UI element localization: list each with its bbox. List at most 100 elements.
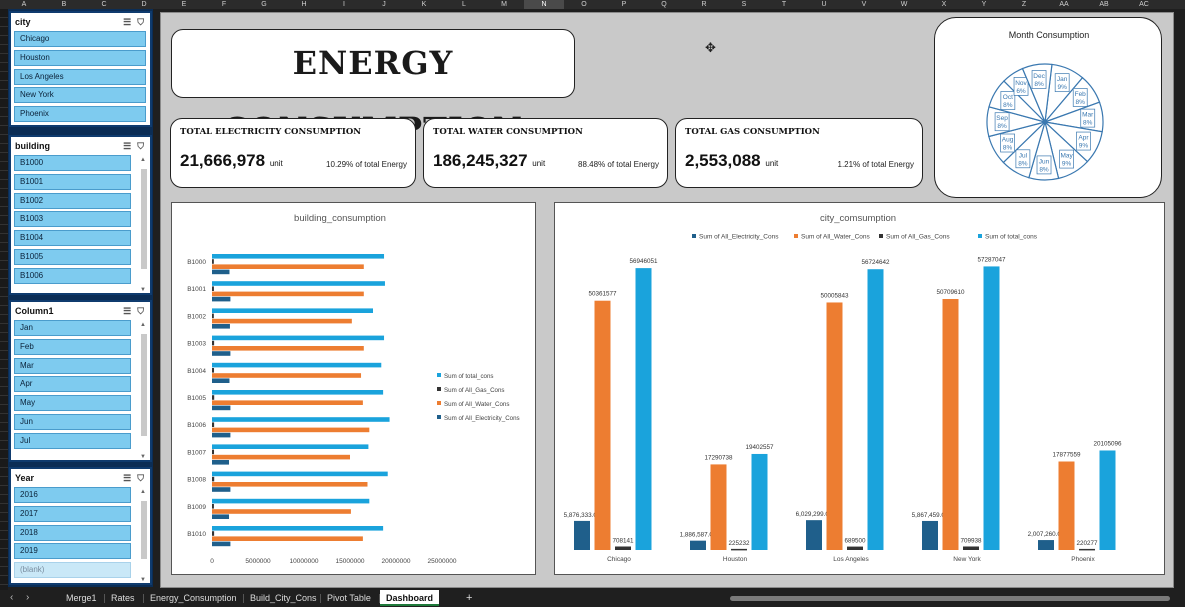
slicer-item[interactable]: B1003 <box>14 211 131 228</box>
column-header-cell[interactable]: T <box>781 1 787 8</box>
row-header-cell[interactable] <box>0 315 8 324</box>
column-header-cell[interactable]: X <box>941 1 947 8</box>
column-header-cell[interactable]: O <box>581 1 587 8</box>
row-header-cell[interactable] <box>0 378 8 387</box>
sheet-tab-merge1[interactable]: Merge1 <box>66 593 97 603</box>
column-header-cell[interactable]: A <box>21 1 27 8</box>
clear-filter-icon[interactable]: ⛉ <box>137 140 144 151</box>
row-header-cell[interactable] <box>0 468 8 477</box>
row-header-cell[interactable] <box>0 108 8 117</box>
scroll-up-icon[interactable]: ▲ <box>140 157 146 163</box>
row-header-cell[interactable] <box>0 234 8 243</box>
row-header-cell[interactable] <box>0 207 8 216</box>
row-header-cell[interactable] <box>0 324 8 333</box>
slicer-scrollbar[interactable]: ▲ ▼ <box>140 322 148 460</box>
multi-select-icon[interactable]: ☰ <box>123 472 132 483</box>
city-chart-box[interactable]: city_comsumption Sum of All_Electricity_C… <box>554 202 1165 575</box>
slicer-item[interactable]: Feb <box>14 338 131 355</box>
horizontal-scrollbar[interactable] <box>730 596 1170 601</box>
slicer-item[interactable]: Jul <box>14 432 131 449</box>
slicer-item[interactable]: 2018 <box>14 524 131 541</box>
row-header-cell[interactable] <box>0 126 8 135</box>
multi-select-icon[interactable]: ☰ <box>123 305 132 316</box>
column-header-cell[interactable]: K <box>421 1 427 8</box>
row-header-cell[interactable] <box>0 261 8 270</box>
row-header-cell[interactable] <box>0 351 8 360</box>
column-header-cell[interactable]: S <box>741 1 747 8</box>
row-header-cell[interactable] <box>0 540 8 549</box>
multi-select-icon[interactable]: ☰ <box>123 16 132 27</box>
slicer-item[interactable]: B1004 <box>14 230 131 247</box>
sheet-tab-build-city-cons[interactable]: Build_City_Cons <box>250 593 317 603</box>
next-sheet-icon[interactable]: › <box>26 592 30 603</box>
row-header-cell[interactable] <box>0 306 8 315</box>
row-header-cell[interactable] <box>0 567 8 576</box>
clear-filter-icon[interactable]: ⛉ <box>137 472 144 483</box>
slicer-item[interactable]: 2016 <box>14 487 131 503</box>
row-header-cell[interactable] <box>0 414 8 423</box>
column-header-cell[interactable]: Z <box>1021 1 1027 8</box>
row-header-cell[interactable] <box>0 270 8 279</box>
column-header-cell[interactable]: B <box>61 1 67 8</box>
slicer-item[interactable]: Jun <box>14 413 131 430</box>
slicer-scrollbar[interactable]: ▲ ▼ <box>140 157 148 293</box>
scroll-thumb[interactable] <box>141 169 147 269</box>
slicer-item[interactable]: B1006 <box>14 267 131 284</box>
row-header-cell[interactable] <box>0 90 8 99</box>
slicer-item[interactable]: Apr <box>14 376 131 393</box>
row-header-cell[interactable] <box>0 117 8 126</box>
row-header-cell[interactable] <box>0 144 8 153</box>
row-header-cell[interactable] <box>0 225 8 234</box>
row-header-cell[interactable] <box>0 45 8 54</box>
row-header-cell[interactable] <box>0 72 8 81</box>
column-header-cell[interactable]: V <box>861 1 867 8</box>
row-header-cell[interactable] <box>0 522 8 531</box>
row-header-cell[interactable] <box>0 360 8 369</box>
column-header-cell[interactable]: H <box>301 1 307 8</box>
column-header-cell[interactable]: G <box>261 1 267 8</box>
slicer-item[interactable]: Houston <box>14 49 146 66</box>
row-header-cell[interactable] <box>0 171 8 180</box>
scroll-down-icon[interactable]: ▼ <box>140 577 146 583</box>
column-header-cell[interactable]: R <box>701 1 707 8</box>
column-header-cell[interactable]: U <box>821 1 827 8</box>
sheet-tab-dashboard[interactable]: Dashboard <box>380 590 440 606</box>
sheet-tab-energy-consumption[interactable]: Energy_Consumption <box>150 593 237 603</box>
column-header-cell[interactable]: P <box>621 1 627 8</box>
slicer-item[interactable]: B1000 <box>14 155 131 171</box>
row-header-cell[interactable] <box>0 279 8 288</box>
slicer-item[interactable]: B1005 <box>14 248 131 265</box>
row-header-cell[interactable] <box>0 387 8 396</box>
scroll-down-icon[interactable]: ▼ <box>140 454 146 460</box>
slicer-item[interactable]: B1002 <box>14 192 131 209</box>
row-header-cell[interactable] <box>0 405 8 414</box>
row-header-cell[interactable] <box>0 27 8 36</box>
scroll-up-icon[interactable]: ▲ <box>140 322 146 328</box>
slicer-item[interactable]: Jan <box>14 320 131 336</box>
column-header-cell[interactable]: I <box>343 1 345 8</box>
slicer-item[interactable]: Mar <box>14 357 131 374</box>
row-header-cell[interactable] <box>0 531 8 540</box>
row-header-cell[interactable] <box>0 243 8 252</box>
column-header-cell[interactable]: Y <box>981 1 987 8</box>
scroll-thumb[interactable] <box>141 334 147 436</box>
row-header-cell[interactable] <box>0 198 8 207</box>
row-header-cell[interactable] <box>0 162 8 171</box>
column-header-cell[interactable]: L <box>462 1 466 8</box>
row-header-cell[interactable] <box>0 558 8 567</box>
multi-select-icon[interactable]: ☰ <box>123 140 132 151</box>
slicer-item[interactable]: May <box>14 395 131 412</box>
column-header-cell[interactable]: W <box>900 1 908 8</box>
row-header-cell[interactable] <box>0 180 8 189</box>
column-header-cell[interactable]: Q <box>661 1 667 8</box>
row-header-cell[interactable] <box>0 477 8 486</box>
slicer-item[interactable]: Chicago <box>14 31 146 47</box>
column-header-cell[interactable]: AB <box>1099 1 1109 8</box>
slicer-scrollbar[interactable]: ▲ ▼ <box>140 489 148 583</box>
row-header-cell[interactable] <box>0 216 8 225</box>
row-header-cell[interactable] <box>0 36 8 45</box>
row-header-cell[interactable] <box>0 441 8 450</box>
row-header-cell[interactable] <box>0 513 8 522</box>
column-header-cell[interactable]: M <box>501 1 507 8</box>
clear-filter-icon[interactable]: ⛉ <box>137 305 144 316</box>
